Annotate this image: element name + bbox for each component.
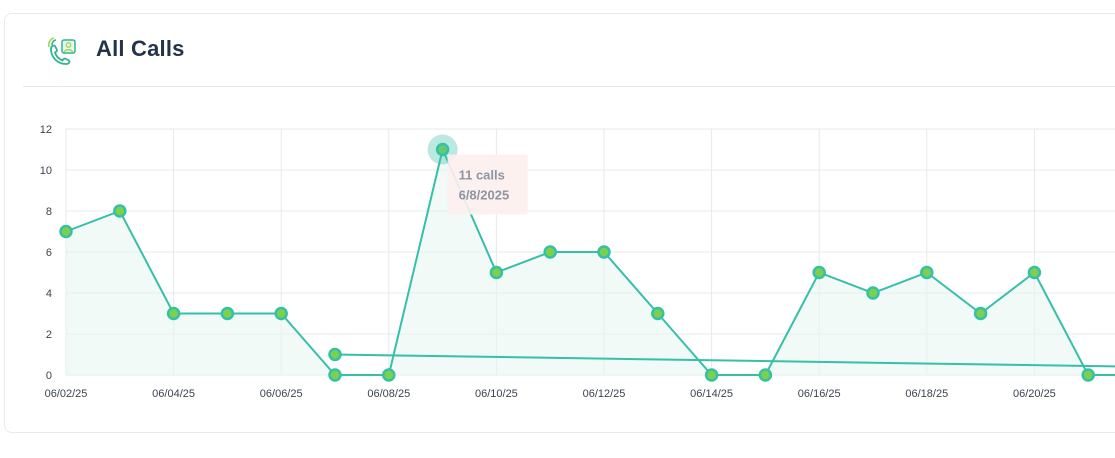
y-axis-ticks: 0 2 4 6 8 10 12 (40, 124, 52, 382)
y-tick-label: 12 (40, 124, 52, 136)
data-point (543, 245, 557, 259)
y-tick-label: 4 (46, 288, 52, 300)
x-tick-label: 06/16/25 (798, 388, 841, 400)
x-axis-ticks: 06/02/25 06/04/25 06/06/25 06/08/25 06/10/25… (45, 388, 1056, 400)
tooltip-box (447, 154, 528, 215)
x-tick-label: 06/06/25 (260, 388, 303, 400)
y-tick-label: 8 (46, 206, 52, 218)
data-point (866, 286, 880, 300)
y-tick-label: 6 (46, 247, 52, 259)
data-point (812, 265, 826, 280)
x-tick-label: 06/14/25 (690, 388, 733, 400)
data-point (113, 204, 127, 218)
y-tick-label: 10 (40, 165, 52, 177)
data-point (489, 265, 504, 280)
card-title: All Calls (96, 36, 185, 61)
data-point (1027, 265, 1042, 280)
x-tick-label: 06/08/25 (367, 388, 410, 400)
phone-call-icon (47, 37, 76, 65)
data-point (597, 245, 611, 259)
x-tick-label: 06/20/25 (1013, 388, 1056, 400)
data-point (651, 306, 665, 321)
x-tick-label: 06/18/25 (905, 388, 948, 400)
x-tick-label: 06/02/25 (45, 388, 88, 400)
data-point (920, 265, 934, 280)
y-tick-label: 0 (46, 370, 52, 382)
extra-series-line (334, 353, 1115, 368)
data-point (704, 368, 719, 382)
data-point (973, 306, 988, 321)
x-tick-label: 06/12/25 (583, 388, 626, 400)
chart-tooltip: 11 calls 6/8/2025 (427, 134, 528, 215)
card-header: All Calls (23, 14, 1115, 87)
tooltip-date: 6/8/2025 (459, 188, 510, 203)
data-point (435, 142, 450, 157)
data-point (382, 368, 396, 382)
x-tick-label: 06/04/25 (152, 388, 195, 400)
tooltip-value: 11 calls (459, 168, 505, 183)
series-area (66, 149, 1115, 375)
data-point (220, 306, 235, 321)
data-point (758, 368, 773, 382)
x-tick-label: 06/10/25 (475, 388, 518, 400)
series-points (59, 142, 1095, 382)
data-point (1081, 368, 1095, 382)
data-point (328, 347, 342, 362)
y-tick-label: 2 (46, 329, 52, 341)
data-point (166, 306, 181, 321)
data-point (274, 306, 288, 321)
data-point (59, 224, 73, 239)
data-point (328, 368, 342, 382)
